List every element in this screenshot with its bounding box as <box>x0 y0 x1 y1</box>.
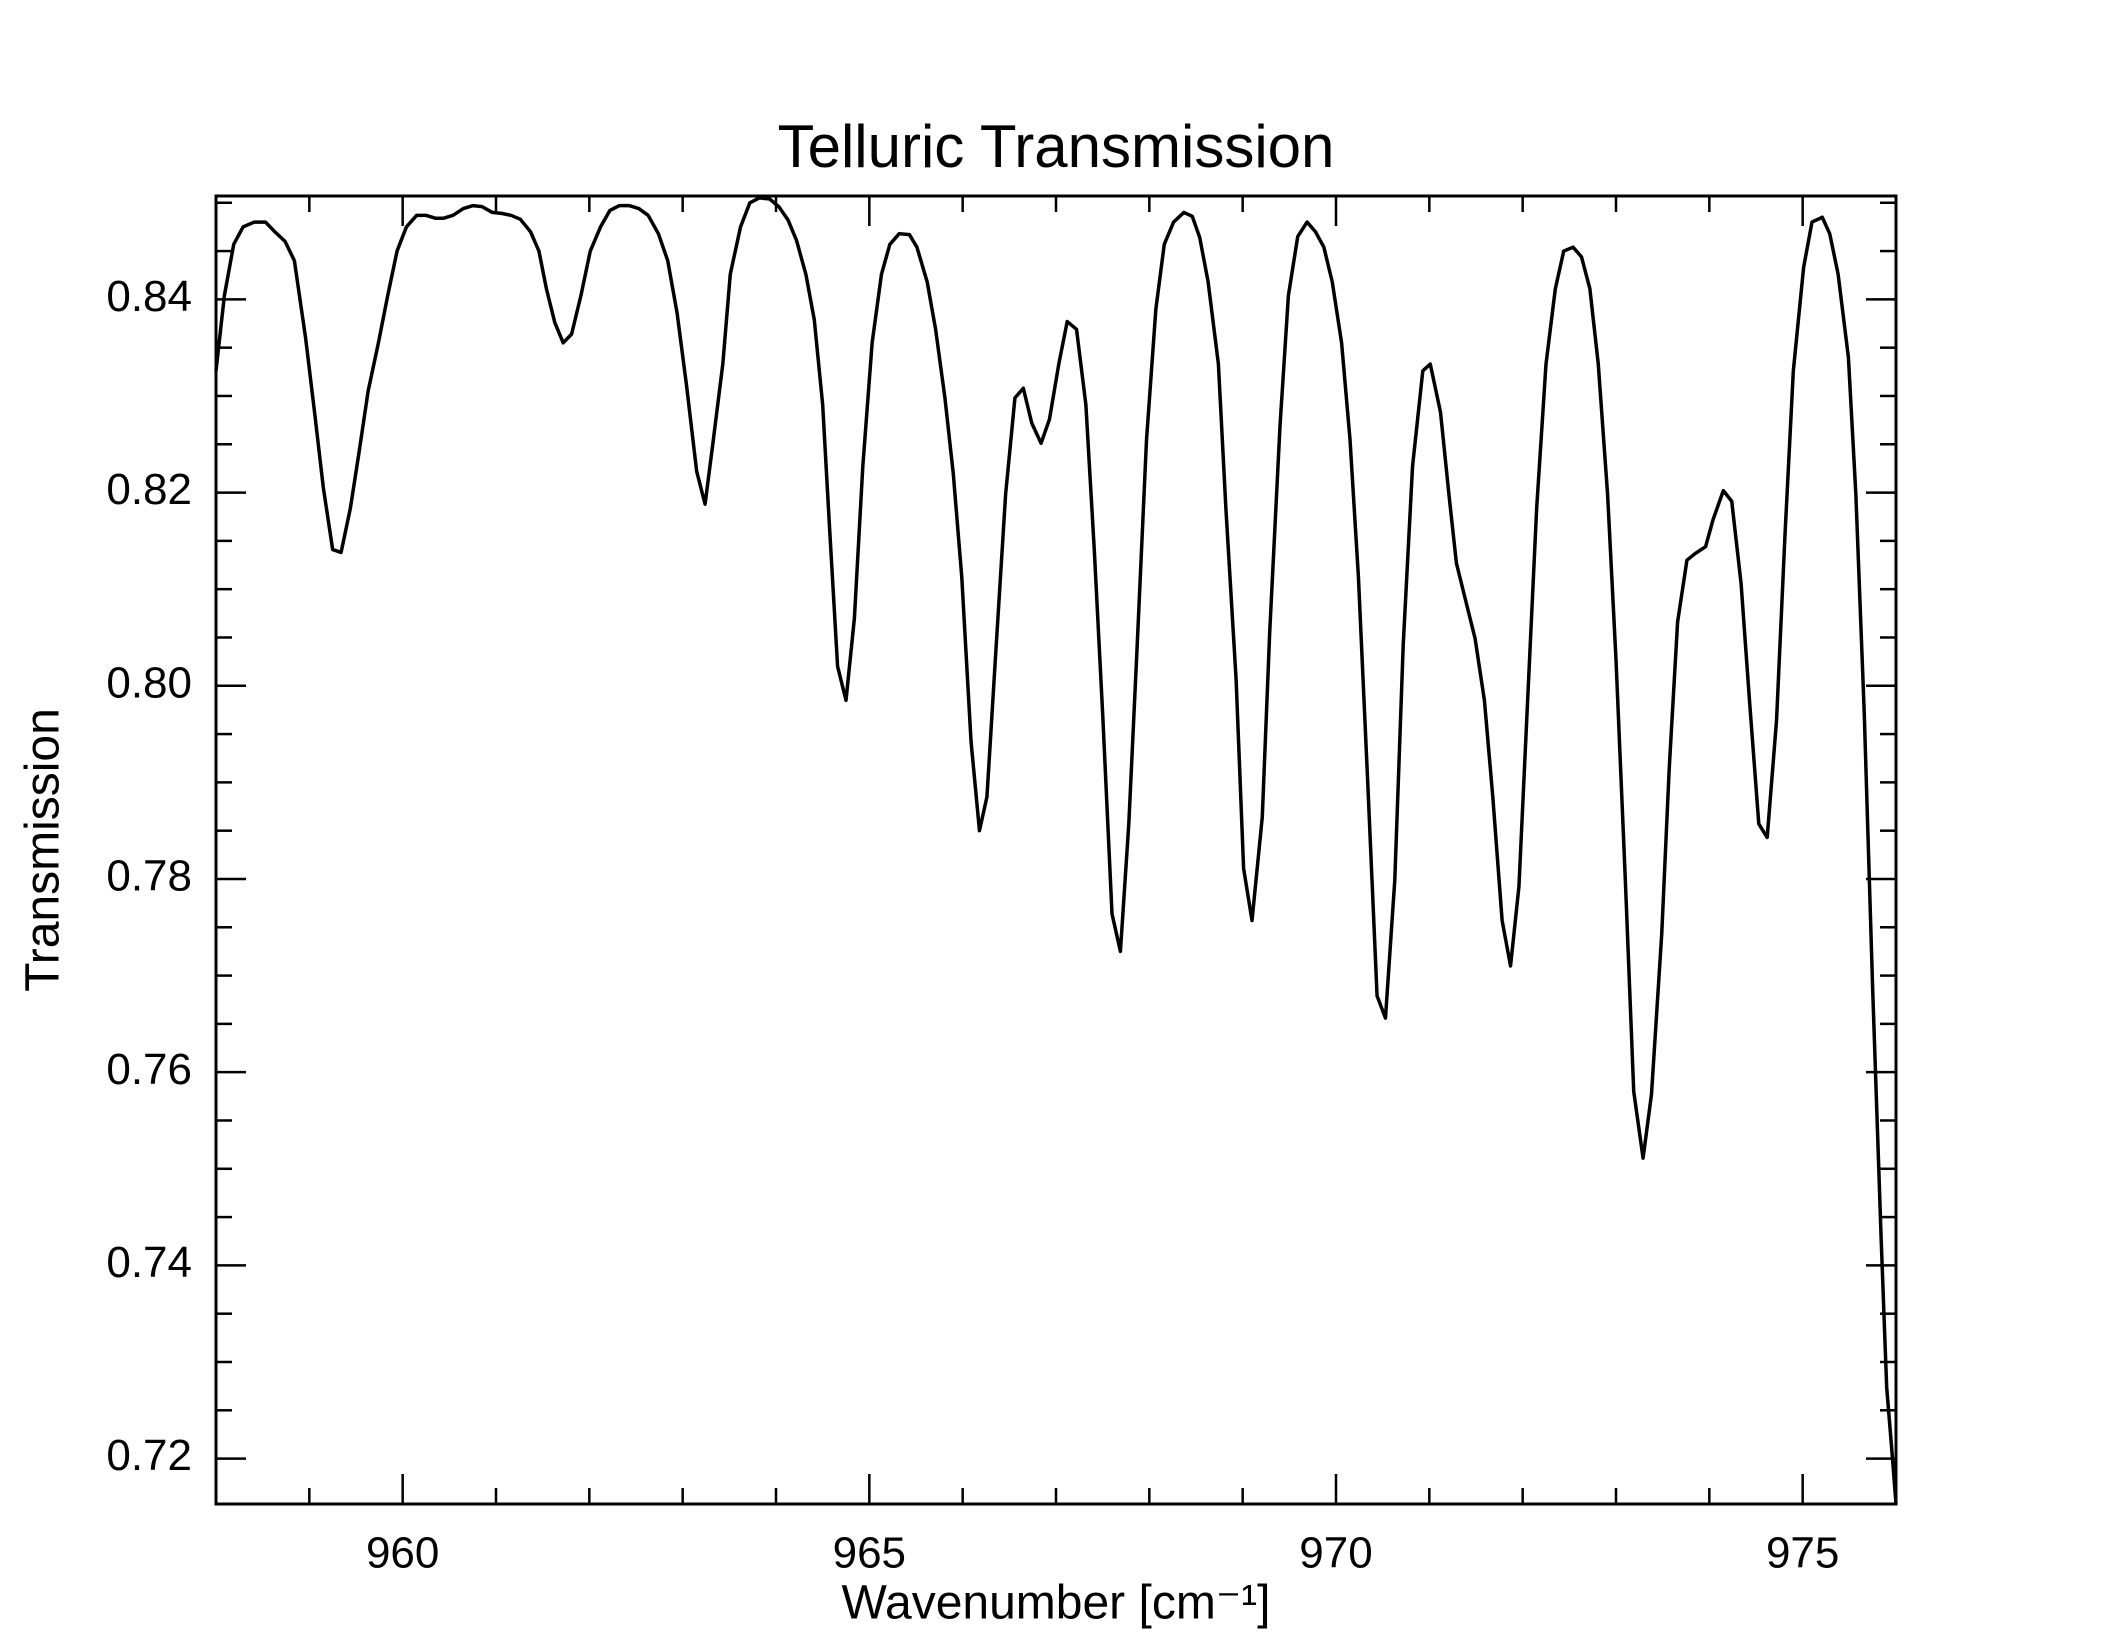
x-tick-label: 970 <box>1299 1529 1372 1578</box>
y-axis-label: Transmission <box>17 708 70 992</box>
data-line <box>214 196 1898 1505</box>
y-tick-label: 0.72 <box>106 1431 192 1480</box>
plot-frame <box>214 194 1898 1506</box>
y-tick-label: 0.82 <box>106 465 192 514</box>
y-tick-label: 0.76 <box>106 1045 192 1094</box>
x-axis-label: Wavenumber [cm⁻¹] <box>842 1577 1271 1630</box>
x-tick-label: 960 <box>366 1529 439 1578</box>
x-tick-label: 975 <box>1766 1529 1839 1578</box>
chart-title: Telluric Transmission <box>778 113 1335 180</box>
y-tick-label: 0.84 <box>106 272 192 321</box>
y-tick-label: 0.80 <box>106 658 192 707</box>
y-tick-label: 0.74 <box>106 1238 192 1287</box>
x-tick-label: 965 <box>833 1529 906 1578</box>
y-tick-label: 0.78 <box>106 852 192 901</box>
